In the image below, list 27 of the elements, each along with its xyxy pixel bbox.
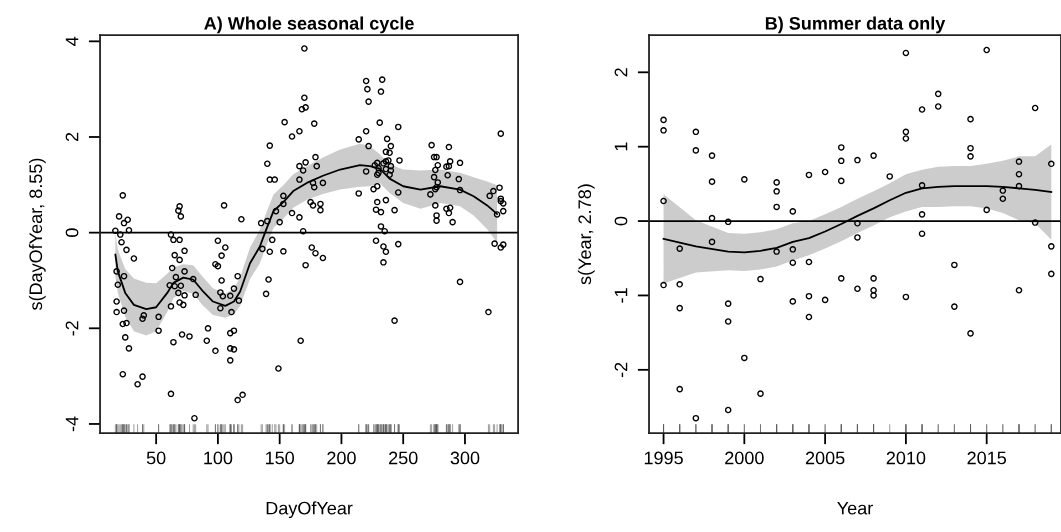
chart-title: B) Summer data only: [765, 16, 946, 34]
x-tick-label: 1995: [644, 451, 683, 465]
x-tick-label: 100: [204, 451, 233, 465]
x-tick-label: 2010: [886, 451, 926, 465]
y-tick-label: 0: [65, 228, 79, 237]
y-tick-label: 1: [614, 142, 628, 151]
x-tick-label: 200: [327, 451, 356, 465]
y-tick-label: 2: [65, 132, 79, 142]
y-axis-title: s(Year, 2.78): [577, 184, 595, 285]
x-tick-label: 50: [146, 451, 166, 465]
y-tick-label: 2: [614, 68, 628, 77]
chart-title: A) Whole seasonal cycle: [204, 16, 414, 34]
y-tick-label: -1: [614, 288, 628, 303]
y-tick-label: 0: [614, 216, 628, 226]
x-axis-title: Year: [837, 501, 873, 515]
y-axis-title: s(DayOfYear, 8.55): [28, 158, 46, 311]
y-tick-label: -2: [65, 321, 79, 336]
y-tick-label: -2: [614, 362, 628, 378]
y-tick-label: -4: [65, 416, 79, 432]
x-axis-title: DayOfYear: [266, 501, 353, 519]
x-tick-label: 2005: [805, 451, 845, 465]
x-tick-label: 150: [265, 451, 295, 465]
x-tick-label: 250: [389, 451, 418, 465]
x-tick-label: 2015: [967, 451, 1007, 465]
x-tick-label: 300: [450, 451, 480, 465]
y-tick-label: 4: [65, 36, 79, 46]
x-tick-label: 2000: [725, 451, 764, 465]
